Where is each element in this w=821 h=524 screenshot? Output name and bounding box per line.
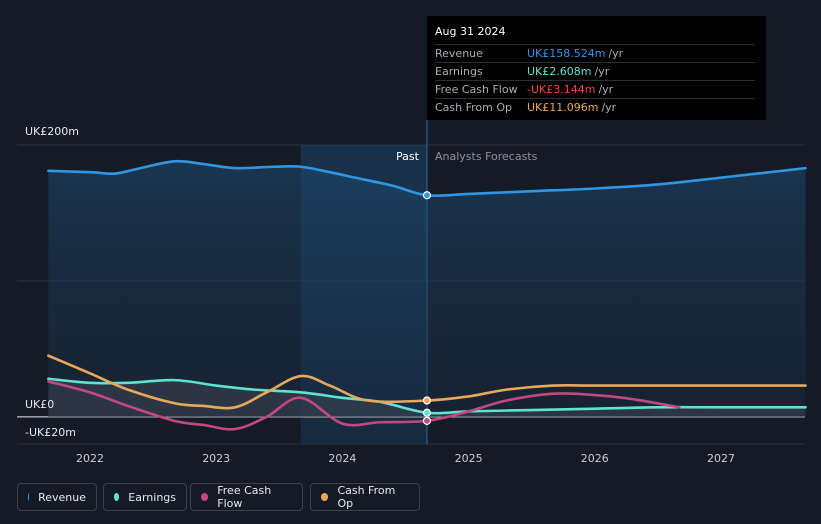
legend-dot-icon: [114, 493, 120, 501]
tooltip-row-fcf: Free Cash Flow -UK£3.144m /yr: [435, 80, 755, 98]
tooltip-value: -UK£3.144m: [527, 83, 596, 96]
y-label-zero: UK£0: [25, 398, 55, 411]
forecast-label: Analysts Forecasts: [435, 150, 538, 163]
tooltip-value: UK£2.608m: [527, 65, 592, 78]
marker-cash-from-op: [422, 396, 432, 405]
legend-dot-icon: [201, 493, 209, 501]
legend-label: Earnings: [128, 490, 176, 504]
legend-label: Free Cash Flow: [217, 484, 272, 510]
legend-cash-from-op[interactable]: Cash From Op: [310, 483, 420, 511]
legend-dot-icon: [321, 493, 329, 501]
legend-free-cash-flow[interactable]: Free Cash Flow: [190, 483, 303, 511]
tooltip-row-earnings: Earnings UK£2.608m /yr: [435, 62, 755, 80]
tooltip-row-revenue: Revenue UK£158.524m /yr: [435, 44, 755, 62]
tooltip-label: Earnings: [435, 65, 483, 78]
x-tick-label: 2027: [707, 452, 735, 465]
tooltip-row-cfo: Cash From Op UK£11.096m /yr: [435, 98, 755, 116]
x-tick-label: 2026: [581, 452, 609, 465]
tooltip-unit: /yr: [601, 101, 617, 114]
series-lines: [47, 159, 807, 431]
marker-revenue: [422, 191, 432, 200]
x-axis: 2022 2023 2024 2025 2026 2027: [76, 452, 735, 465]
tooltip: Aug 31 2024 Revenue UK£158.524m /yr Earn…: [427, 16, 766, 120]
legend-label: Cash From Op: [337, 484, 396, 510]
series-line-revenue: [47, 159, 807, 198]
legend-revenue[interactable]: Revenue: [17, 483, 97, 511]
x-tick-label: 2024: [328, 452, 356, 465]
series-line-cash-from-op: [47, 354, 807, 410]
x-tick-label: 2023: [202, 452, 230, 465]
tooltip-unit: /yr: [598, 83, 614, 96]
y-label-bottom: -UK£20m: [25, 426, 76, 439]
tooltip-value: UK£11.096m: [527, 101, 599, 114]
x-tick-label: 2022: [76, 452, 104, 465]
tooltip-unit: /yr: [594, 65, 610, 78]
tooltip-date: Aug 31 2024: [435, 25, 506, 38]
tooltip-label: Cash From Op: [435, 101, 513, 114]
current-markers: [422, 191, 432, 425]
marker-free-cash-flow: [422, 416, 432, 425]
tooltip-label: Revenue: [435, 47, 483, 60]
legend-label: Revenue: [38, 490, 86, 504]
tooltip-value: UK£158.524m: [527, 47, 606, 60]
y-label-top: UK£200m: [25, 125, 79, 138]
area-fills: [48, 161, 806, 417]
tooltip-label: Free Cash Flow: [435, 83, 518, 96]
legend-dot-icon: [28, 493, 30, 501]
marker-earnings: [422, 408, 432, 417]
revenue-area: [48, 161, 806, 417]
legend-earnings[interactable]: Earnings: [103, 483, 187, 511]
past-label: Past: [396, 150, 419, 163]
tooltip-unit: /yr: [608, 47, 624, 60]
x-tick-label: 2025: [455, 452, 483, 465]
series-line-free-cash-flow: [47, 380, 681, 431]
